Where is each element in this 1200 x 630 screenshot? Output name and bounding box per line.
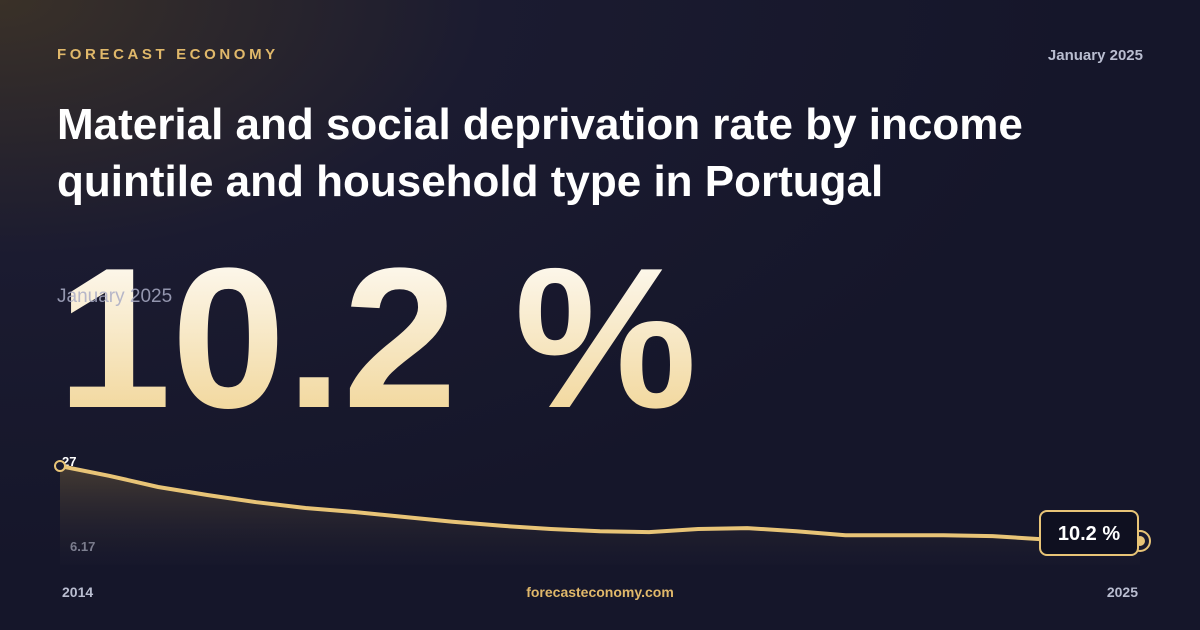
footer: forecasteconomy.com: [526, 584, 674, 600]
brand: FORECAST ECONOMY: [57, 46, 279, 63]
headline-date: January 2025: [57, 286, 172, 307]
date: January 2025: [1048, 47, 1143, 64]
title: Material and social deprivation rate by …: [57, 100, 1023, 206]
headline: 10.2 %: [57, 227, 697, 450]
x-tick-label: 2014: [62, 584, 93, 600]
area: [60, 466, 1140, 565]
sparkline: 6.17272014202510.2 %: [54, 454, 1151, 600]
line: [58, 464, 1142, 543]
x-tick-label: 2025: [1107, 584, 1138, 600]
value-badge: [1039, 510, 1139, 557]
start-dot: [54, 460, 66, 472]
value-label: 10.2 %: [1058, 523, 1120, 545]
